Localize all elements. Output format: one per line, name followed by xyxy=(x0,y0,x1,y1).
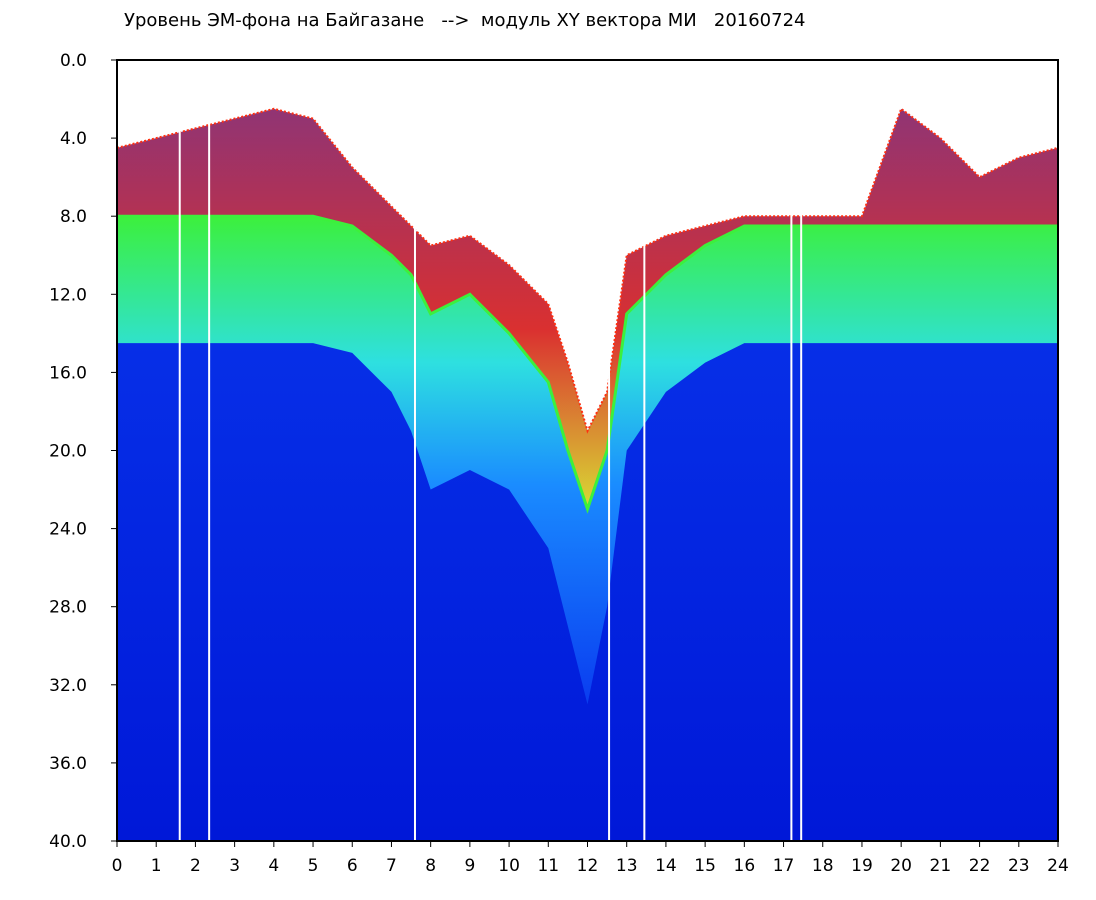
x-tick-label: 8 xyxy=(425,856,436,876)
x-tick-label: 18 xyxy=(812,856,834,876)
x-tick-label: 24 xyxy=(1047,856,1069,876)
x-tick-label: 1 xyxy=(151,856,162,876)
y-tick-label: 4.0 xyxy=(60,129,87,149)
y-tick-label: 0.0 xyxy=(60,51,87,71)
y-tick-label: 24.0 xyxy=(49,520,87,540)
onset-region xyxy=(117,108,1058,510)
onset-edge xyxy=(117,107,1058,434)
x-tick-label: 14 xyxy=(655,856,677,876)
chart-title: Уровень ЭМ-фона на Байгазане --> модуль … xyxy=(124,10,806,31)
x-tick-label: 19 xyxy=(851,856,873,876)
x-tick-label: 12 xyxy=(577,856,599,876)
x-tick-label: 6 xyxy=(347,856,358,876)
y-tick-label: 8.0 xyxy=(60,207,87,227)
x-tick-label: 9 xyxy=(464,856,475,876)
y-tick-label: 32.0 xyxy=(49,676,87,696)
x-tick-label: 5 xyxy=(308,856,319,876)
x-tick-label: 2 xyxy=(190,856,201,876)
x-tick-label: 22 xyxy=(969,856,991,876)
y-tick-label: 40.0 xyxy=(49,832,87,852)
x-tick-label: 0 xyxy=(112,856,123,876)
x-tick-label: 23 xyxy=(1008,856,1030,876)
band-top-edge xyxy=(117,214,1058,514)
x-tick-label: 3 xyxy=(229,856,240,876)
dense-band-region xyxy=(117,216,1058,705)
x-tick-label: 16 xyxy=(734,856,756,876)
x-tick-label: 11 xyxy=(537,856,559,876)
y-tick-label: 28.0 xyxy=(49,598,87,618)
x-tick-label: 17 xyxy=(773,856,795,876)
empty-region xyxy=(117,60,1058,431)
y-tick-label: 20.0 xyxy=(49,442,87,462)
x-tick-label: 15 xyxy=(694,856,716,876)
x-tick-label: 4 xyxy=(268,856,279,876)
x-tick-label: 13 xyxy=(616,856,638,876)
x-tick-label: 20 xyxy=(890,856,912,876)
y-tick-label: 16.0 xyxy=(49,363,87,383)
x-tick-label: 10 xyxy=(498,856,520,876)
y-tick-label: 12.0 xyxy=(49,285,87,305)
y-tick-label: 36.0 xyxy=(49,754,87,774)
x-tick-label: 7 xyxy=(386,856,397,876)
x-tick-label: 21 xyxy=(930,856,952,876)
